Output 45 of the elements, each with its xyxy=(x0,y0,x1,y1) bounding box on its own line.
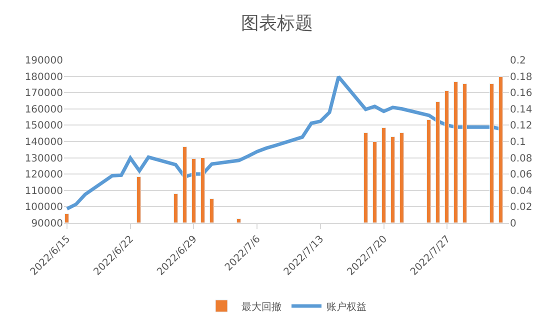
y-tick-label: 170000 xyxy=(24,88,63,100)
bar xyxy=(390,136,395,223)
y2-tick-label: 0.08 xyxy=(510,153,532,164)
chart-title: 图表标题 xyxy=(241,13,313,34)
y2-tick-label: 0.12 xyxy=(510,120,532,132)
y-tick-label: 190000 xyxy=(24,56,63,66)
bar xyxy=(192,158,196,223)
y-tick-label: 160000 xyxy=(24,104,63,116)
y2-tick-label: 0.16 xyxy=(510,88,532,100)
bar xyxy=(436,102,440,223)
y-tick-label: 130000 xyxy=(24,153,63,164)
y2-tick-label: 0.06 xyxy=(510,170,532,181)
y2-tick-label: 0.1 xyxy=(510,137,526,148)
bar xyxy=(236,218,241,223)
y-tick-label: 100000 xyxy=(24,202,63,214)
bar xyxy=(364,132,368,223)
bar xyxy=(136,176,141,223)
bar xyxy=(200,158,205,223)
y-tick-label: 140000 xyxy=(24,137,63,148)
y-tick-label: 110000 xyxy=(24,186,63,197)
bar xyxy=(182,146,187,223)
bar xyxy=(462,84,467,223)
bar xyxy=(426,120,431,223)
y-tick-label: 180000 xyxy=(24,72,63,83)
legend-label: 账户权益 xyxy=(326,300,366,313)
bar xyxy=(64,214,69,223)
bar xyxy=(372,142,377,223)
legend-label: 最大回撤 xyxy=(242,300,282,313)
y2-tick-label: 0.18 xyxy=(510,72,532,83)
bar xyxy=(498,76,503,223)
bar xyxy=(210,198,214,223)
y2-tick-label: 0.2 xyxy=(510,56,526,66)
bar xyxy=(454,82,458,223)
bar xyxy=(444,90,449,223)
y2-tick-label: 0 xyxy=(510,218,516,230)
y-tick-label: 90000 xyxy=(31,218,63,230)
y2-tick-label: 0.04 xyxy=(510,186,532,197)
bar xyxy=(400,132,404,223)
y-tick-label: 150000 xyxy=(24,120,63,132)
bar xyxy=(174,194,178,223)
y2-tick-label: 0.14 xyxy=(510,104,532,116)
y2-tick-label: 0.02 xyxy=(510,202,532,214)
y-tick-label: 120000 xyxy=(24,170,63,181)
bar xyxy=(490,84,494,223)
bar xyxy=(382,128,386,223)
